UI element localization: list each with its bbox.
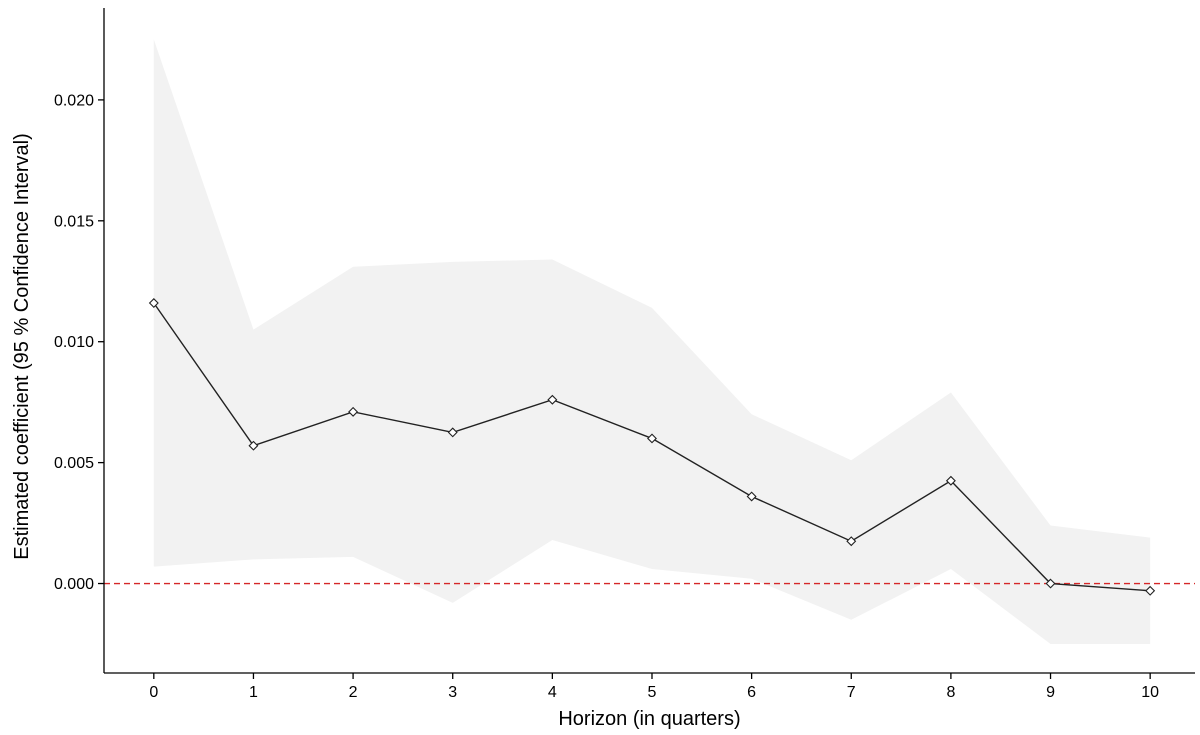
data-point-5	[647, 433, 657, 444]
x-tick-label-3: 3	[448, 684, 457, 701]
x-tick-label-2: 2	[349, 684, 358, 701]
x-tick-label-7: 7	[847, 684, 856, 701]
x-tick-label-1: 1	[249, 684, 258, 701]
markers-layer	[148, 298, 1156, 596]
x-tick-label-0: 0	[149, 684, 158, 701]
data-point-8	[945, 475, 956, 486]
y-ticks: 0.000 0.005 0.010 0.015 0.020	[54, 92, 104, 593]
x-tick-label-10: 10	[1141, 684, 1159, 701]
x-tick-label-4: 4	[548, 684, 557, 701]
y-tick-label-1: 0.005	[54, 455, 94, 472]
confidence-band	[153, 39, 1151, 644]
y-tick-label-0: 0.000	[54, 576, 94, 593]
x-axis-title: Horizon (in quarters)	[558, 708, 740, 730]
x-tick-label-5: 5	[648, 684, 657, 701]
data-point-3	[447, 427, 458, 438]
data-point-6	[746, 491, 757, 502]
data-point-0	[148, 298, 159, 308]
y-tick-label-3: 0.015	[54, 213, 94, 230]
y-tick-label-4: 0.020	[54, 92, 94, 109]
axes-layer	[103, 8, 1195, 674]
y-axis-title: Estimated coefficient (95 % Confidence I…	[11, 133, 33, 560]
data-point-10	[1145, 585, 1156, 596]
data-point-9	[1045, 578, 1056, 589]
x-ticks: 0 1 2 3 4 5 6 7 8 9 10	[149, 673, 1159, 701]
x-tick-label-9: 9	[1046, 684, 1055, 701]
data-point-4	[547, 394, 558, 405]
data-point-7	[846, 536, 857, 547]
data-point-1	[248, 440, 259, 451]
data-point-2	[348, 406, 359, 417]
x-tick-label-6: 6	[747, 684, 756, 701]
confidence-band-layer	[153, 39, 1151, 644]
y-tick-label-2: 0.010	[54, 334, 94, 351]
x-tick-label-8: 8	[946, 684, 955, 701]
